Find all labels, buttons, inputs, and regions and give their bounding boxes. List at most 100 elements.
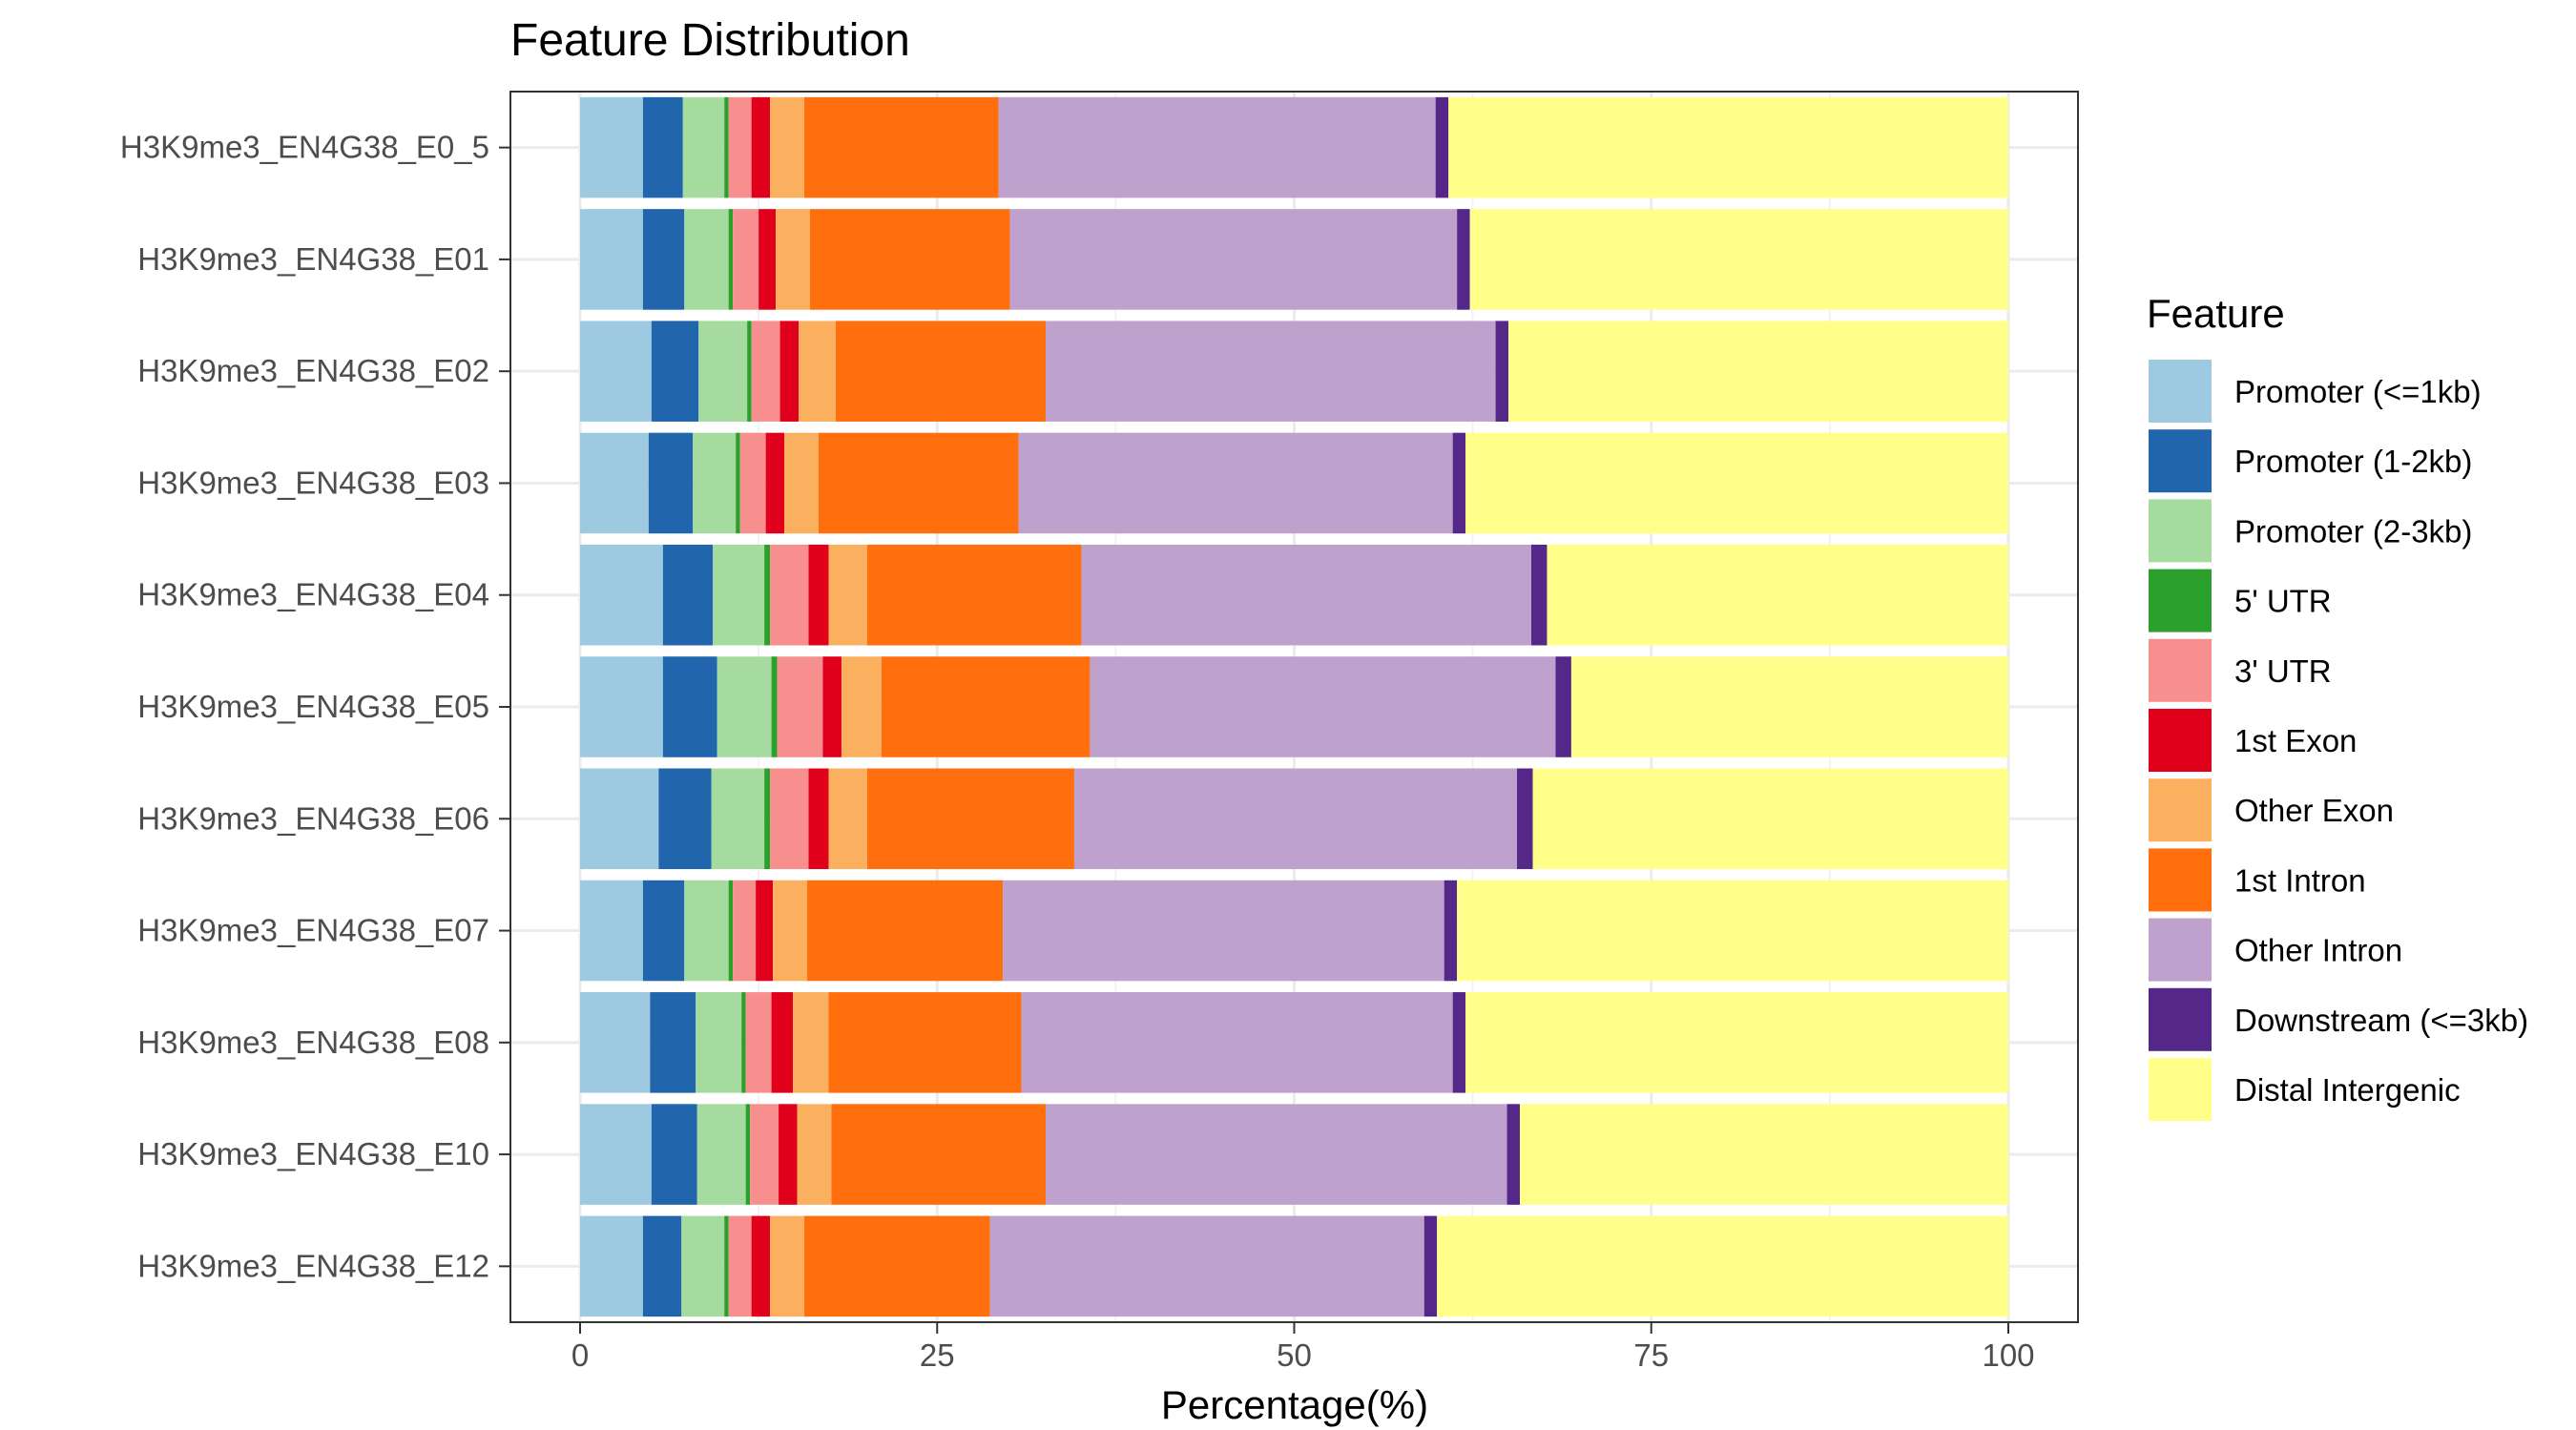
- bar-segment: [1046, 321, 1496, 422]
- bar-segment: [713, 544, 765, 646]
- bar-segment: [651, 1104, 697, 1205]
- legend-key: [2149, 499, 2212, 563]
- bar-segment: [724, 96, 729, 198]
- bar-segment: [1508, 321, 2008, 422]
- bar-segment: [799, 321, 836, 422]
- bar-segment: [684, 209, 729, 310]
- y-tick-label: H3K9me3_EN4G38_E07: [137, 913, 489, 948]
- y-tick-label: H3K9me3_EN4G38_E02: [137, 353, 489, 388]
- bar-segment: [642, 1215, 682, 1317]
- bar-segment: [739, 432, 766, 534]
- bar-segment: [751, 1215, 771, 1317]
- bar-segment: [642, 96, 683, 198]
- bar-segment: [1046, 1104, 1507, 1205]
- bar-segment: [808, 768, 829, 870]
- bar-segment: [717, 656, 772, 757]
- legend-label: Other Exon: [2234, 793, 2394, 828]
- bar-segment: [1465, 992, 2008, 1093]
- bar-segment: [1495, 321, 1509, 422]
- bar-segment: [747, 321, 752, 422]
- bar-segment: [779, 321, 800, 422]
- y-tick-label: H3K9me3_EN4G38_E03: [137, 465, 489, 500]
- legend-label: Distal Intergenic: [2234, 1072, 2461, 1108]
- bar-segment: [1469, 209, 2008, 310]
- bar-segment: [745, 1104, 751, 1205]
- bar-segment: [881, 656, 1091, 757]
- bar-segment: [804, 1215, 990, 1317]
- bar-segment: [764, 768, 771, 870]
- bar-segment: [835, 321, 1047, 422]
- bar-segment: [784, 432, 819, 534]
- bar-segment: [810, 209, 1010, 310]
- bar-segment: [580, 321, 652, 422]
- bar-segment: [1021, 992, 1453, 1093]
- legend-key: [2149, 429, 2212, 493]
- bar-segment: [770, 1215, 805, 1317]
- bar-segment: [1531, 544, 1548, 646]
- bar-segment: [733, 880, 757, 982]
- bar-segment: [770, 768, 809, 870]
- bar-segment: [1532, 768, 2008, 870]
- y-tick-label: H3K9me3_EN4G38_E01: [137, 241, 489, 277]
- bar-segment: [1090, 656, 1556, 757]
- bar-segment: [696, 992, 742, 1093]
- bar-segment: [648, 432, 694, 534]
- bar-segment: [779, 1104, 798, 1205]
- bar-segment: [758, 209, 777, 310]
- bar-segment: [751, 321, 780, 422]
- bar-segment: [828, 768, 867, 870]
- y-tick-label: H3K9me3_EN4G38_E06: [137, 800, 489, 836]
- bar-segment: [1018, 432, 1453, 534]
- bar-segment: [745, 992, 772, 1093]
- bar-segment: [776, 209, 811, 310]
- bar-segment: [771, 656, 778, 757]
- bar-segment: [1520, 1104, 2008, 1205]
- bar-segment: [684, 880, 729, 982]
- bar-segment: [658, 768, 712, 870]
- bar-segment: [1452, 432, 1466, 534]
- y-tick-label: H3K9me3_EN4G38_E10: [137, 1136, 489, 1171]
- bar-segment: [728, 1215, 752, 1317]
- x-axis-title: Percentage(%): [1161, 1382, 1428, 1427]
- bar-segment: [770, 96, 805, 198]
- legend-key: [2149, 918, 2212, 982]
- bar-segment: [662, 544, 714, 646]
- bar-segment: [777, 656, 823, 757]
- bar-segment: [828, 544, 867, 646]
- bar-segment: [808, 544, 829, 646]
- legend-items: Promoter (<=1kb) Promoter (1-2kb) Promoter…: [2149, 360, 2528, 1121]
- y-tick-label: H3K9me3_EN4G38_E04: [137, 577, 489, 612]
- bar-segment: [736, 432, 740, 534]
- bar-segment: [733, 209, 759, 310]
- bar-segment: [580, 880, 643, 982]
- bar-segment: [650, 992, 696, 1093]
- y-tick-label: H3K9me3_EN4G38_E08: [137, 1025, 489, 1060]
- bar-segment: [751, 96, 771, 198]
- bar-segment: [698, 321, 748, 422]
- bar-segment: [651, 321, 699, 422]
- bar-segment: [1570, 656, 2008, 757]
- bar-segment: [642, 880, 685, 982]
- legend-key: [2149, 569, 2212, 632]
- bar-segment: [822, 656, 841, 757]
- y-tick-label: H3K9me3_EN4G38_E0_5: [120, 130, 489, 165]
- bar-segment: [750, 1104, 779, 1205]
- bar-segment: [580, 544, 663, 646]
- bar-segment: [1506, 1104, 1521, 1205]
- x-tick-label: 50: [1277, 1337, 1312, 1373]
- legend-label: 5' UTR: [2234, 584, 2332, 619]
- bar-segment: [764, 544, 771, 646]
- y-tick-label: H3K9me3_EN4G38_E12: [137, 1248, 489, 1283]
- bar-segment: [728, 880, 734, 982]
- bar-segment: [728, 96, 752, 198]
- bar-segment: [696, 1104, 746, 1205]
- bar-segment: [989, 1215, 1424, 1317]
- legend-label: 1st Exon: [2234, 723, 2357, 758]
- bar-segment: [831, 1104, 1047, 1205]
- bar-segment: [998, 96, 1436, 198]
- bar-segment: [793, 992, 829, 1093]
- y-tick-label: H3K9me3_EN4G38_E05: [137, 689, 489, 724]
- bar-segment: [1009, 209, 1458, 310]
- x-tick-label: 100: [1982, 1337, 2034, 1373]
- bar-segment: [580, 432, 649, 534]
